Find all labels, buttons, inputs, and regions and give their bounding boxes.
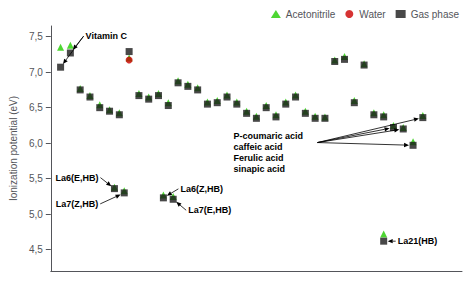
svg-text:Gas phase: Gas phase	[411, 9, 460, 20]
svg-text:caffeic acid: caffeic acid	[233, 142, 282, 152]
svg-text:La6(E,HB): La6(E,HB)	[55, 173, 98, 183]
svg-text:6,5: 6,5	[29, 102, 43, 113]
svg-text:Ionization potential (eV): Ionization potential (eV)	[8, 96, 19, 201]
svg-text:Vitamin C: Vitamin C	[86, 31, 128, 41]
svg-text:7,0: 7,0	[29, 67, 43, 78]
svg-text:sinapic acid: sinapic acid	[233, 164, 285, 174]
svg-text:Water: Water	[359, 9, 386, 20]
svg-text:P-coumaric acid: P-coumaric acid	[233, 131, 303, 141]
svg-text:6,0: 6,0	[29, 138, 43, 149]
svg-text:5,0: 5,0	[29, 209, 43, 220]
svg-text:7,5: 7,5	[29, 31, 43, 42]
svg-text:La7(Z,HB): La7(Z,HB)	[56, 199, 99, 209]
svg-text:4,5: 4,5	[29, 244, 43, 255]
svg-text:La21(HB): La21(HB)	[398, 236, 438, 246]
svg-text:La7(E,HB): La7(E,HB)	[188, 205, 231, 215]
svg-text:5,5: 5,5	[29, 173, 43, 184]
svg-text:La6(Z,HB): La6(Z,HB)	[180, 184, 223, 194]
svg-text:Ferulic acid: Ferulic acid	[233, 153, 283, 163]
svg-text:Acetonitrile: Acetonitrile	[286, 9, 336, 20]
